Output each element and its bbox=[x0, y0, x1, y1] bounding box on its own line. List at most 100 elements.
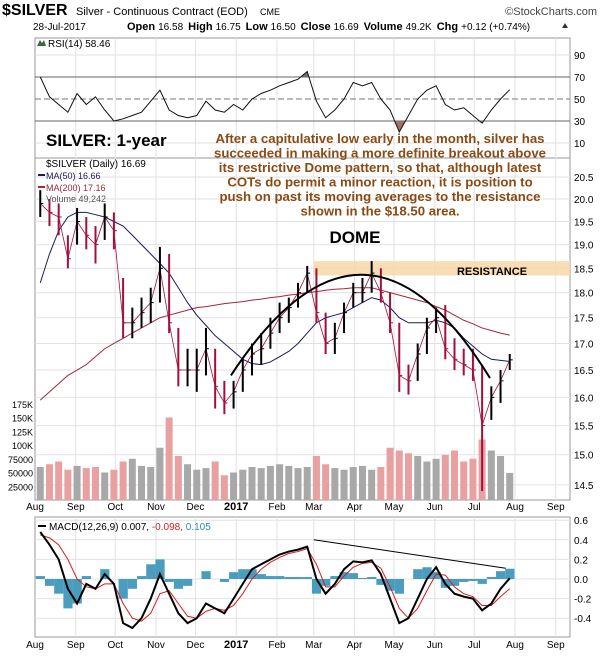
axes: Aug Aug Sep Sep Oct Oct Nov Nov Dec Dec 2017 2017 Fe… bbox=[8, 51, 594, 651]
volume-bar bbox=[312, 456, 320, 500]
macd-histogram-bar bbox=[118, 579, 128, 599]
volume-bar bbox=[294, 468, 302, 500]
macd-histogram-bar bbox=[201, 571, 211, 579]
high-label: High bbox=[188, 21, 213, 33]
ma50-line bbox=[39, 211, 510, 366]
macd-histogram-bar bbox=[164, 579, 174, 582]
volume-bar bbox=[156, 447, 164, 500]
price-tick-label: 16.0 bbox=[574, 393, 594, 404]
volume-bar bbox=[257, 468, 265, 500]
macd-histogram-bar bbox=[265, 576, 276, 579]
rsi-tick-label: 30 bbox=[574, 117, 586, 128]
rsi-oversold-fill bbox=[40, 121, 510, 132]
volume-tick-label: 175K bbox=[12, 400, 33, 410]
macd-tick-label: -0.4 bbox=[574, 614, 592, 625]
rsi-overbought-fill bbox=[40, 71, 510, 77]
price-tick-label: 15.5 bbox=[574, 422, 594, 433]
macd-histogram-bar bbox=[275, 576, 285, 579]
macd-histogram-bar bbox=[311, 579, 322, 594]
volume-bar bbox=[165, 417, 173, 500]
x-tick-label: Aug bbox=[26, 502, 44, 513]
high-value: 16.75 bbox=[216, 22, 241, 33]
macd-histogram-bar bbox=[127, 579, 138, 589]
macd-legend: MACD(12,26,9) 0.007, -0.098, 0.105 bbox=[49, 522, 211, 533]
open-value: 16.58 bbox=[158, 22, 183, 33]
chg-label: Chg bbox=[437, 21, 458, 33]
close-label: Close bbox=[301, 21, 331, 33]
resistance-band bbox=[313, 261, 570, 276]
macd-histogram-bar bbox=[302, 577, 312, 579]
volume-bar bbox=[368, 469, 376, 500]
macd-histogram-bar bbox=[63, 579, 73, 609]
volume-bar bbox=[220, 475, 228, 500]
macd-tick-label: 0.0 bbox=[574, 575, 588, 586]
volume-bar bbox=[193, 469, 201, 500]
macd-histogram-bar bbox=[367, 577, 377, 579]
volume-bar bbox=[386, 447, 394, 500]
volume-bar bbox=[248, 467, 256, 500]
volume-bar bbox=[423, 461, 431, 500]
x-tick-label: Jun bbox=[427, 502, 443, 513]
volume-tick-label: 25000 bbox=[8, 482, 33, 492]
x-tick-label: Dec bbox=[187, 640, 205, 651]
rsi-legend: RSI(14) 58.46 bbox=[48, 39, 111, 50]
price-tick-label: 20.0 bbox=[574, 195, 594, 206]
dome-arc bbox=[230, 273, 491, 379]
rsi-tick-label: 70 bbox=[574, 73, 586, 84]
volume-tick-label: 125K bbox=[12, 427, 33, 437]
instrument-name: Silver - Continuous Contract (EOD) bbox=[76, 6, 248, 18]
up-arrow-icon bbox=[562, 23, 568, 28]
macd-histogram-bar bbox=[413, 569, 423, 579]
volume-bar bbox=[239, 469, 247, 500]
macd-histogram-bar bbox=[81, 576, 91, 579]
volume-bar bbox=[441, 454, 449, 500]
x-tick-label: Apr bbox=[347, 640, 363, 651]
volume-bar bbox=[184, 464, 192, 500]
x-tick-label: Mar bbox=[305, 640, 323, 651]
x-tick-label: Apr bbox=[347, 502, 363, 513]
macd-histogram-bar bbox=[330, 576, 340, 579]
volume-bar bbox=[230, 472, 238, 500]
volume-bar bbox=[64, 469, 72, 500]
volume-bar bbox=[55, 461, 63, 500]
volume-bar bbox=[119, 461, 127, 500]
dome-label: DOME bbox=[330, 228, 381, 247]
price-series bbox=[36, 190, 570, 500]
macd-panel bbox=[34, 516, 571, 638]
volume-bar bbox=[266, 465, 274, 500]
volume-tick-label: 150K bbox=[12, 414, 33, 424]
x-tick-label: Mar bbox=[305, 502, 323, 513]
volume-legend-label: Volume 49,242 bbox=[46, 194, 106, 204]
macd-legend-name: MACD(12,26,9) bbox=[49, 522, 118, 533]
open-label: Open bbox=[127, 21, 155, 33]
x-tick-label: Dec bbox=[187, 502, 205, 513]
rsi-series bbox=[39, 70, 511, 134]
volume-bar bbox=[138, 465, 146, 500]
volume-bar bbox=[110, 469, 118, 500]
volume-bar bbox=[45, 464, 53, 500]
x-tick-label: May bbox=[385, 502, 404, 513]
volume-bar bbox=[414, 456, 422, 500]
volume-bar bbox=[128, 458, 136, 500]
macd-histogram-bar bbox=[450, 579, 460, 586]
chart-date: 28-Jul-2017 bbox=[33, 22, 86, 33]
macd-histogram-bar bbox=[137, 576, 147, 579]
volume-bar bbox=[101, 472, 109, 500]
macd-tick-label: 0.6 bbox=[574, 516, 588, 527]
stockcharts-watermark: ©StockCharts.com bbox=[505, 6, 597, 18]
macd-histogram-bar bbox=[376, 579, 386, 585]
x-tick-label: 2017 bbox=[224, 639, 248, 651]
volume-tick-label: 100K bbox=[12, 441, 33, 451]
x-tick-label: Jul bbox=[468, 640, 481, 651]
price-tick-label: 14.5 bbox=[574, 481, 594, 492]
macd-histogram-bar bbox=[321, 579, 331, 586]
macd-histogram-bar bbox=[247, 569, 257, 579]
ma50-legend-label: MA(50) 16.66 bbox=[46, 171, 101, 181]
macd-histogram-bar bbox=[183, 579, 193, 586]
macd-tick-label: 0.4 bbox=[574, 536, 588, 547]
x-tick-label: Nov bbox=[147, 640, 165, 651]
close-line bbox=[39, 203, 511, 426]
volume-bar bbox=[358, 465, 366, 500]
